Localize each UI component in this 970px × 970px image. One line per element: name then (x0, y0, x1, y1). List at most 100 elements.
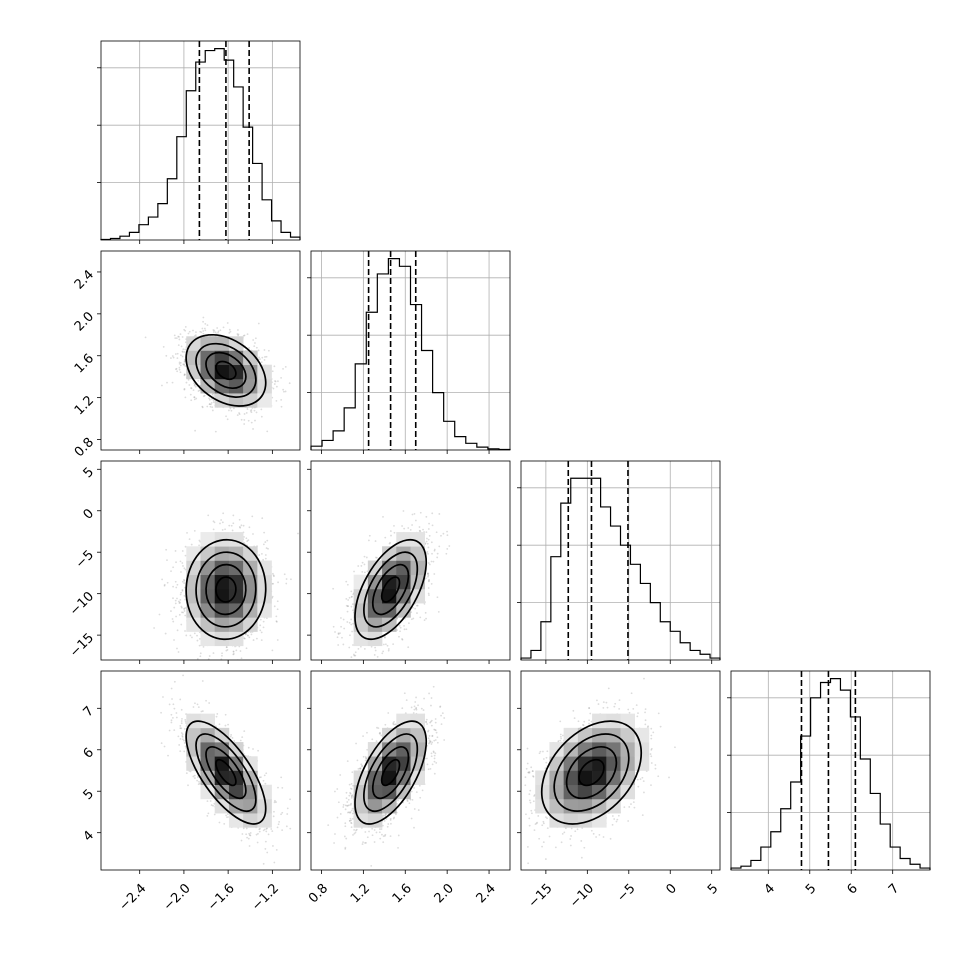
scatter-point (175, 615, 178, 618)
scatter-point (260, 631, 263, 634)
histogram-panel-3 (727, 670, 931, 874)
histogram-step (100, 48, 301, 241)
scatter-point (237, 334, 239, 337)
scatter-point (196, 639, 199, 642)
scatter-point (180, 606, 183, 609)
scatter-point (174, 550, 177, 552)
scatter-point (171, 381, 174, 384)
scatter-point (259, 624, 262, 627)
scatter-point (403, 527, 406, 530)
scatter-point (196, 634, 198, 637)
scatter-point (178, 613, 181, 616)
scatter-point (260, 361, 263, 363)
scatter-point (208, 403, 211, 406)
scatter-point (179, 364, 182, 367)
histogram-panel-2 (517, 460, 721, 664)
scatter-point (247, 539, 250, 542)
scatter-point (183, 578, 185, 581)
scatter-point (202, 316, 205, 319)
scatter-point (161, 384, 163, 387)
scatter-point (210, 401, 213, 404)
scatter-point (212, 395, 215, 398)
scatter-point (183, 607, 186, 610)
scatter-point (272, 574, 275, 577)
scatter-point (199, 652, 202, 655)
scatter-point (184, 554, 187, 557)
panel-frame (520, 460, 721, 661)
scatter-point (266, 617, 268, 620)
scatter-point (285, 582, 288, 585)
panel-content (153, 512, 299, 676)
scatter-point (407, 527, 410, 529)
scatter-point (264, 554, 267, 556)
scatter-point (178, 368, 181, 371)
scatter-point (166, 581, 169, 584)
scatter-point (243, 419, 246, 421)
scatter-point (184, 365, 187, 367)
scatter-point (232, 514, 235, 517)
scatter-point (202, 330, 205, 332)
scatter-point (176, 583, 179, 586)
scatter-point (188, 538, 191, 540)
histogram-panel-1 (307, 250, 511, 454)
scatter-point (273, 575, 275, 578)
scatter-point (207, 658, 210, 660)
histogram-step (310, 258, 511, 451)
scatter-point (173, 639, 175, 641)
scatter-point (228, 409, 230, 412)
scatter-point (274, 380, 277, 383)
scatter-point (252, 428, 254, 430)
scatter-point (206, 324, 209, 327)
scatter-point (183, 351, 186, 353)
scatter-point (238, 518, 241, 521)
scatter-point (273, 365, 276, 368)
scatter-point (252, 533, 254, 535)
scatter-point (228, 328, 231, 331)
density-cell (228, 574, 244, 590)
scatter-point (238, 669, 240, 671)
scatter-point (226, 322, 229, 324)
scatter-point (237, 329, 239, 331)
scatter-point (353, 654, 356, 657)
scatter-point (179, 560, 182, 563)
scatter-point (251, 515, 254, 518)
scatter-point (221, 654, 223, 657)
scatter-point (170, 570, 172, 573)
panel-frame (100, 40, 301, 241)
scatter-point (174, 580, 177, 583)
scatter-point (144, 336, 147, 339)
contour-line (185, 333, 267, 407)
scatter-point (184, 568, 187, 571)
scatter-point (198, 644, 201, 647)
scatter-point (275, 620, 278, 623)
scatter-point (261, 356, 264, 359)
scatter-point (216, 327, 219, 329)
scatter-point (262, 620, 265, 623)
scatter-point (229, 674, 231, 676)
scatter-point (342, 618, 345, 621)
density-cell (200, 588, 216, 604)
panel-frame (310, 250, 511, 451)
scatter-point (210, 403, 212, 406)
scatter-point (248, 636, 251, 639)
scatter-point (182, 611, 184, 614)
scatter-point (176, 370, 179, 373)
scatter-point (220, 658, 223, 660)
scatter-point (182, 565, 184, 567)
density-cell (243, 617, 258, 632)
scatter-point (238, 412, 240, 414)
scatter-point (261, 517, 264, 520)
scatter-point (184, 326, 187, 328)
scatter-point (282, 368, 284, 370)
scatter-point (212, 528, 215, 531)
scatter-point (228, 524, 231, 527)
scatter-point (243, 423, 246, 425)
scatter-point (225, 649, 228, 652)
scatter-point (250, 421, 253, 424)
scatter-point (194, 429, 197, 432)
scatter-point (176, 597, 178, 600)
scatter-point (194, 334, 197, 337)
scatter-point (245, 537, 248, 540)
scatter-point (179, 601, 181, 604)
scatter-point (230, 409, 233, 412)
